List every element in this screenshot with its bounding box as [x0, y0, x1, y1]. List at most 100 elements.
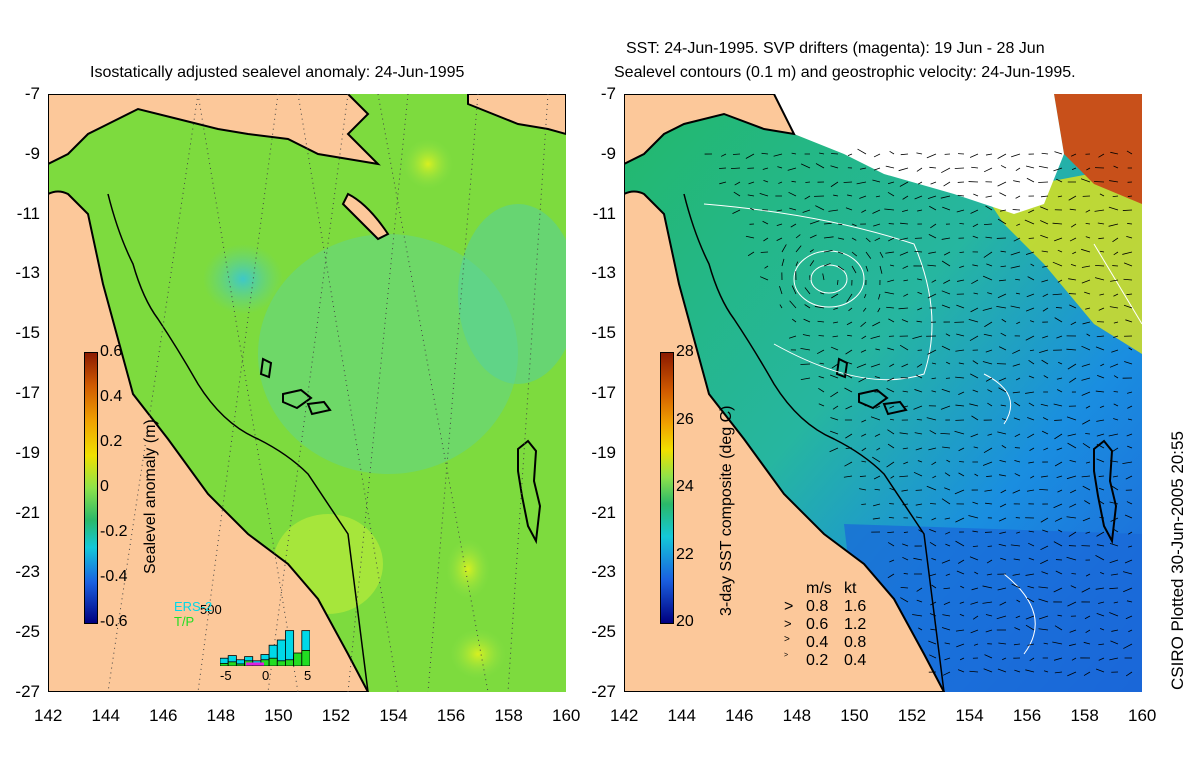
- velocity-arrow: [873, 153, 881, 158]
- velocity-arrow: [1085, 573, 1091, 577]
- velocity-arrow: [886, 461, 895, 468]
- velocity-arrow: [1085, 236, 1091, 239]
- colorbar-tick-label: -0.6: [100, 613, 128, 630]
- velocity-arrow: [998, 279, 1007, 282]
- velocity-arrow: [969, 335, 979, 342]
- velocity-arrow: [830, 391, 839, 398]
- velocity-legend: m/s kt >0.8 1.6 >0.6 1.2 >0.4 0.8 >0.2 0.4: [784, 580, 904, 670]
- velocity-arrow: [1096, 433, 1105, 437]
- velocity-arrow: [959, 251, 965, 254]
- velocity-arrow: [932, 475, 937, 479]
- velocity-arrow: [809, 260, 815, 267]
- histogram-bar-tp: [268, 657, 278, 666]
- colorbar-tick-label: -0.4: [100, 568, 128, 585]
- velocity-arrow: [1126, 391, 1133, 394]
- velocity-arrow: [791, 180, 797, 183]
- velocity-arrow: [889, 487, 895, 491]
- velocity-arrow: [928, 447, 937, 451]
- velocity-arrow: [1053, 541, 1063, 547]
- velocity-arrow: [1083, 641, 1091, 645]
- velocity-arrow: [1016, 321, 1021, 325]
- velocity-arrow: [1015, 278, 1021, 281]
- sealevel-colorbar-label: Sealevel anomaly (m): [142, 419, 159, 574]
- velocity-arrow: [773, 153, 783, 157]
- velocity-arrow: [1070, 153, 1077, 157]
- velocity-legend-arrow: >: [784, 634, 790, 645]
- histogram-bar-tp: [276, 660, 286, 666]
- velocity-arrow: [898, 307, 909, 310]
- velocity-arrow: [1001, 657, 1007, 661]
- velocity-arrow: [968, 515, 979, 519]
- velocity-arrow: [750, 207, 755, 211]
- velocity-arrow: [899, 237, 909, 241]
- velocity-arrow: [823, 250, 833, 253]
- velocity-arrow: [902, 447, 909, 450]
- velocity-arrow: [959, 222, 965, 225]
- velocity-arrow: [862, 307, 867, 312]
- velocity-arrow: [1000, 332, 1007, 337]
- velocity-arrow: [1010, 544, 1021, 547]
- velocity-arrow: [1128, 629, 1133, 633]
- velocity-arrow: [844, 361, 853, 365]
- velocity-arrow: [1068, 195, 1077, 201]
- velocity-arrow: [832, 335, 839, 338]
- velocity-arrow: [1030, 475, 1035, 479]
- velocity-arrow: [1125, 615, 1133, 620]
- velocity-arrow: [983, 251, 993, 258]
- velocity-arrow: [856, 181, 867, 185]
- velocity-arrow: [1098, 657, 1105, 661]
- velocity-arrow: [879, 251, 884, 258]
- velocity-arrow: [1000, 557, 1007, 561]
- velocity-arrow: [800, 163, 811, 169]
- papua-new-guinea-landmass: [624, 94, 796, 166]
- velocity-arrow: [927, 195, 937, 200]
- coral-reef-outlines: [835, 357, 908, 416]
- velocity-arrow: [1066, 556, 1077, 561]
- velocity-arrow: [829, 430, 839, 435]
- velocity-arrow: [972, 501, 979, 505]
- velocity-arrow: [1069, 489, 1077, 494]
- velocity-arrow: [972, 530, 979, 533]
- velocity-arrow: [970, 307, 979, 313]
- velocity-arrow: [930, 223, 937, 229]
- velocity-arrow: [748, 181, 755, 185]
- velocity-arrow: [1040, 206, 1049, 211]
- velocity-arrow: [955, 629, 965, 632]
- velocity-legend-kt-value: 1.6: [844, 598, 867, 615]
- velocity-arrow: [1052, 641, 1063, 645]
- velocity-arrow: [1113, 375, 1119, 379]
- velocity-arrow: [1110, 279, 1119, 282]
- velocity-arrow: [1122, 209, 1133, 211]
- velocity-arrow: [1128, 545, 1133, 548]
- velocity-arrow: [795, 245, 802, 253]
- velocity-arrow: [1069, 237, 1077, 242]
- velocity-arrow: [874, 433, 881, 437]
- velocity-arrow: [790, 223, 797, 228]
- velocity-arrow: [1029, 447, 1035, 451]
- velocity-arrow: [969, 153, 979, 158]
- velocity-arrow: [795, 261, 799, 267]
- velocity-arrow: [959, 265, 965, 268]
- velocity-arrow: [1016, 223, 1021, 226]
- histogram-chart: [220, 630, 310, 666]
- velocity-arrow: [1030, 263, 1035, 267]
- velocity-arrow: [1025, 391, 1035, 394]
- velocity-arrow: [1028, 360, 1035, 365]
- velocity-arrow: [1069, 377, 1077, 383]
- velocity-arrow: [1053, 403, 1063, 407]
- velocity-arrow: [942, 614, 951, 617]
- velocity-arrow: [899, 432, 909, 435]
- velocity-arrow: [887, 542, 895, 547]
- velocity-arrow: [1128, 347, 1133, 351]
- velocity-arrow: [970, 629, 979, 634]
- velocity-arrow: [1085, 209, 1091, 213]
- anomaly-high-blob-southeast: [450, 629, 506, 679]
- velocity-arrow: [999, 601, 1007, 606]
- velocity-arrow: [1054, 433, 1063, 440]
- velocity-arrow: [1108, 206, 1119, 211]
- histogram-max-label: 500: [200, 602, 222, 617]
- velocity-arrow: [1070, 585, 1077, 589]
- velocity-arrow: [999, 531, 1007, 534]
- velocity-arrow: [987, 402, 993, 407]
- velocity-arrow: [875, 405, 881, 409]
